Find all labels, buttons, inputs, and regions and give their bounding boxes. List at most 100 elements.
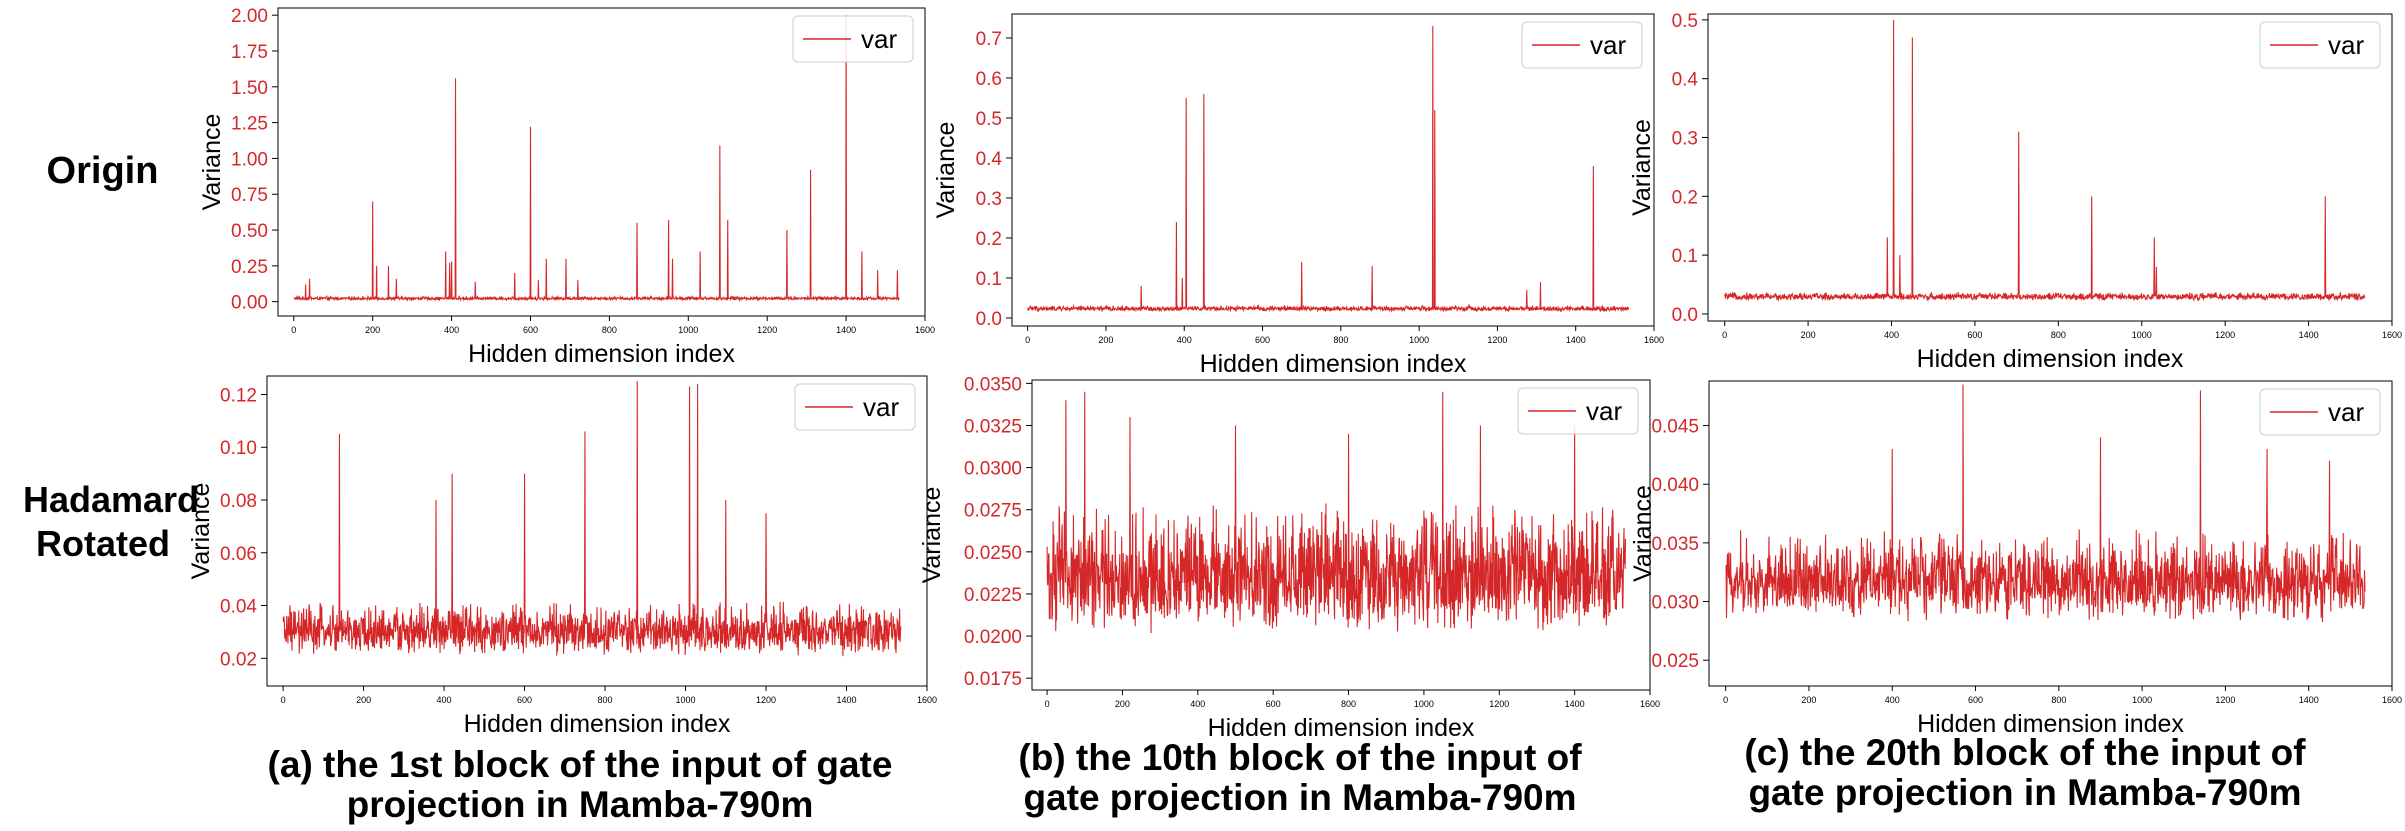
y-tick-label: 0.10	[220, 438, 257, 459]
y-tick-label: 0.0350	[964, 374, 1022, 395]
chart-rotated-20: 0 200 400 600 800 1000 1200 1400 1600 0.025 0.030 0…	[1629, 380, 2402, 738]
y-axis-label: Variance	[918, 487, 946, 584]
legend-box	[2259, 388, 2381, 436]
y-tick-label: 0.12	[220, 385, 257, 406]
series-line-var	[1027, 25, 1630, 313]
plot-frame	[1011, 13, 1655, 327]
caption-a-line2: projection in Mamba-790m	[346, 784, 814, 825]
x-tick-label: 1400	[2299, 695, 2319, 705]
x-tick-label: 600	[1967, 330, 1982, 340]
y-tick-label: 0.035	[1651, 534, 1699, 555]
x-tick-label: 1600	[917, 695, 937, 705]
legend-label: var	[2328, 30, 2364, 60]
series-line-var	[293, 15, 900, 302]
x-tick-label: 400	[1177, 335, 1192, 345]
x-tick-label: 800	[1333, 335, 1348, 345]
row-label-rotated: Rotated	[36, 523, 170, 564]
y-tick-label: 0.02	[220, 649, 257, 670]
y-tick-label: 0.0275	[964, 501, 1022, 522]
x-axis-label: Hidden dimension index	[1208, 714, 1475, 742]
legend-label: var	[863, 392, 899, 422]
x-tick-label: 600	[1968, 695, 1983, 705]
x-axis-label: Hidden dimension index	[464, 710, 731, 738]
caption-a-line1: (a) the 1st block of the input of gate	[267, 744, 893, 785]
x-axis-label: Hidden dimension index	[1917, 710, 2184, 738]
y-tick-label: 0.0175	[964, 669, 1022, 690]
x-axis-label: Hidden dimension index	[468, 340, 735, 368]
x-axis-label: Hidden dimension index	[1200, 350, 1467, 378]
x-tick-label: 1200	[756, 695, 776, 705]
x-tick-label: 200	[365, 325, 380, 335]
x-tick-label: 600	[523, 325, 538, 335]
x-tick-label: 600	[517, 695, 532, 705]
x-tick-label: 200	[1098, 335, 1113, 345]
chart-rotated-10: 0 200 400 600 800 1000 1200 1400 1600 0.0175 0.020…	[918, 374, 1660, 742]
series-line-var	[1046, 391, 1627, 633]
y-tick-label: 1.25	[231, 114, 268, 135]
caption-a: (a) the 1st block of the input of gate p…	[230, 745, 930, 825]
plot-frame	[1708, 380, 2393, 687]
y-tick-label: 0.1	[1672, 246, 1698, 267]
x-tick-label: 800	[2051, 330, 2066, 340]
chart-origin-1: 0 200 400 600 800 1000 1200 1400 1600 0.00 0.25 0.5…	[198, 6, 935, 368]
caption-c-line1: (c) the 20th block of the input of	[1744, 732, 2306, 773]
y-tick-label: 0.6	[976, 69, 1002, 90]
x-tick-label: 1000	[676, 695, 696, 705]
x-tick-label: 1200	[2215, 330, 2235, 340]
y-tick-label: 0.030	[1651, 593, 1699, 614]
x-tick-label: 1000	[1409, 335, 1429, 345]
legend-box	[1521, 21, 1643, 69]
y-tick-label: 0.7	[976, 29, 1002, 50]
x-tick-label: 600	[1255, 335, 1270, 345]
y-axis-label: Variance	[1628, 119, 1656, 216]
x-tick-label: 0	[1722, 330, 1727, 340]
y-tick-label: 0.04	[220, 597, 257, 618]
y-tick-label: 0.2	[976, 229, 1002, 250]
y-tick-label: 0.025	[1651, 651, 1699, 672]
y-tick-label: 0.0200	[964, 627, 1022, 648]
y-tick-label: 0.1	[976, 269, 1002, 290]
x-tick-label: 1200	[1489, 699, 1509, 709]
legend-label: var	[1590, 30, 1626, 60]
y-tick-label: 1.50	[231, 78, 268, 99]
y-tick-label: 1.00	[231, 149, 268, 170]
x-tick-label: 1200	[1487, 335, 1507, 345]
y-tick-label: 0.4	[1672, 70, 1699, 91]
x-axis-label: Hidden dimension index	[1917, 345, 2184, 373]
x-tick-label: 1600	[2382, 330, 2402, 340]
x-tick-label: 1600	[915, 325, 935, 335]
y-axis-label: Variance	[187, 483, 215, 580]
x-tick-label: 800	[2051, 695, 2066, 705]
caption-b: (b) the 10th block of the input of gate …	[950, 738, 1650, 818]
row-label-hadamard: Hadamard	[22, 479, 200, 520]
y-tick-label: 0.4	[976, 149, 1003, 170]
x-tick-label: 200	[356, 695, 371, 705]
y-tick-label: 0.75	[231, 185, 268, 206]
x-tick-label: 1200	[2215, 695, 2235, 705]
row-label-origin: Origin	[46, 150, 159, 192]
chart-rotated-1: 0 200 400 600 800 1000 1200 1400 1600 0.02 0.04 0.0…	[187, 375, 937, 738]
y-tick-label: 0.0225	[964, 585, 1022, 606]
y-tick-label: 0.5	[1672, 11, 1698, 32]
y-tick-label: 0.0325	[964, 416, 1022, 437]
y-tick-label: 1.75	[231, 42, 268, 63]
x-tick-label: 1000	[1414, 699, 1434, 709]
y-axis-label: Variance	[932, 122, 960, 219]
x-tick-label: 1400	[1565, 699, 1585, 709]
caption-b-line1: (b) the 10th block of the input of	[1018, 737, 1582, 778]
x-tick-label: 1600	[1644, 335, 1664, 345]
y-tick-label: 0.25	[231, 257, 268, 278]
legend-label: var	[1586, 396, 1622, 426]
x-tick-label: 400	[1884, 330, 1899, 340]
legend-box	[794, 383, 916, 431]
caption-c: (c) the 20th block of the input of gate …	[1675, 733, 2375, 813]
chart-origin-20: 0 200 400 600 800 1000 1200 1400 1600 0.0 0.1 0.2 0.…	[1628, 11, 2402, 373]
x-tick-label: 1400	[836, 695, 856, 705]
series-line-var	[1725, 384, 2366, 622]
plot-frame	[277, 7, 926, 317]
y-tick-label: 0.00	[231, 293, 268, 314]
x-tick-label: 1400	[1566, 335, 1586, 345]
x-tick-label: 800	[1341, 699, 1356, 709]
y-tick-label: 0.3	[976, 189, 1002, 210]
